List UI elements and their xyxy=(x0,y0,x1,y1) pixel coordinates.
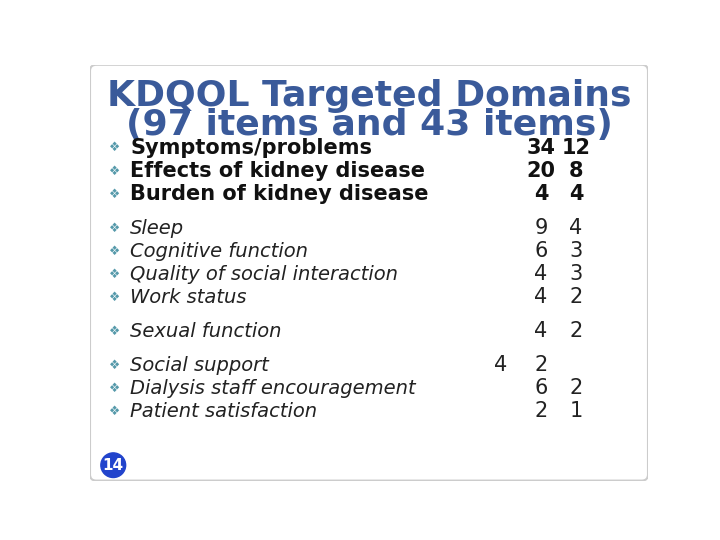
Text: 6: 6 xyxy=(534,378,548,398)
Text: 34: 34 xyxy=(526,138,556,158)
Text: KDQOL Targeted Domains: KDQOL Targeted Domains xyxy=(107,79,631,113)
Text: 4: 4 xyxy=(570,218,582,238)
Text: 20: 20 xyxy=(526,161,556,181)
Text: ❖: ❖ xyxy=(109,165,120,178)
Text: 6: 6 xyxy=(534,241,548,261)
Text: 4: 4 xyxy=(534,321,548,341)
Text: ❖: ❖ xyxy=(109,188,120,201)
Text: ❖: ❖ xyxy=(109,382,120,395)
Text: Symptoms/problems: Symptoms/problems xyxy=(130,138,372,158)
Text: ❖: ❖ xyxy=(109,291,120,304)
Text: 9: 9 xyxy=(534,218,548,238)
Text: Dialysis staff encouragement: Dialysis staff encouragement xyxy=(130,379,416,397)
Text: 14: 14 xyxy=(103,458,124,472)
Text: 4: 4 xyxy=(569,184,583,204)
Text: 12: 12 xyxy=(562,138,590,158)
Text: Quality of social interaction: Quality of social interaction xyxy=(130,265,398,284)
Text: Social support: Social support xyxy=(130,356,269,375)
Text: ❖: ❖ xyxy=(109,141,120,154)
Text: (97 items and 43 items): (97 items and 43 items) xyxy=(125,108,613,142)
Text: 3: 3 xyxy=(570,264,582,284)
Text: 3: 3 xyxy=(570,241,582,261)
Text: 4: 4 xyxy=(494,355,508,375)
Text: ❖: ❖ xyxy=(109,268,120,281)
Text: 2: 2 xyxy=(534,355,548,375)
Text: ❖: ❖ xyxy=(109,405,120,418)
FancyBboxPatch shape xyxy=(90,65,648,481)
Text: ❖: ❖ xyxy=(109,359,120,372)
Text: Cognitive function: Cognitive function xyxy=(130,241,308,261)
Text: 1: 1 xyxy=(570,401,582,421)
Text: 4: 4 xyxy=(534,264,548,284)
Text: ❖: ❖ xyxy=(109,325,120,338)
Text: 2: 2 xyxy=(570,287,582,307)
Text: 8: 8 xyxy=(569,161,583,181)
Text: Patient satisfaction: Patient satisfaction xyxy=(130,402,318,421)
Text: ❖: ❖ xyxy=(109,221,120,234)
Text: Work status: Work status xyxy=(130,288,247,307)
Text: Sleep: Sleep xyxy=(130,219,184,238)
Text: Burden of kidney disease: Burden of kidney disease xyxy=(130,184,429,204)
Text: Effects of kidney disease: Effects of kidney disease xyxy=(130,161,426,181)
Text: 4: 4 xyxy=(534,287,548,307)
Text: 2: 2 xyxy=(570,321,582,341)
Text: ❖: ❖ xyxy=(109,245,120,258)
Text: 2: 2 xyxy=(534,401,548,421)
Text: 2: 2 xyxy=(570,378,582,398)
Circle shape xyxy=(101,453,126,477)
Text: 4: 4 xyxy=(534,184,549,204)
Text: Sexual function: Sexual function xyxy=(130,322,282,341)
